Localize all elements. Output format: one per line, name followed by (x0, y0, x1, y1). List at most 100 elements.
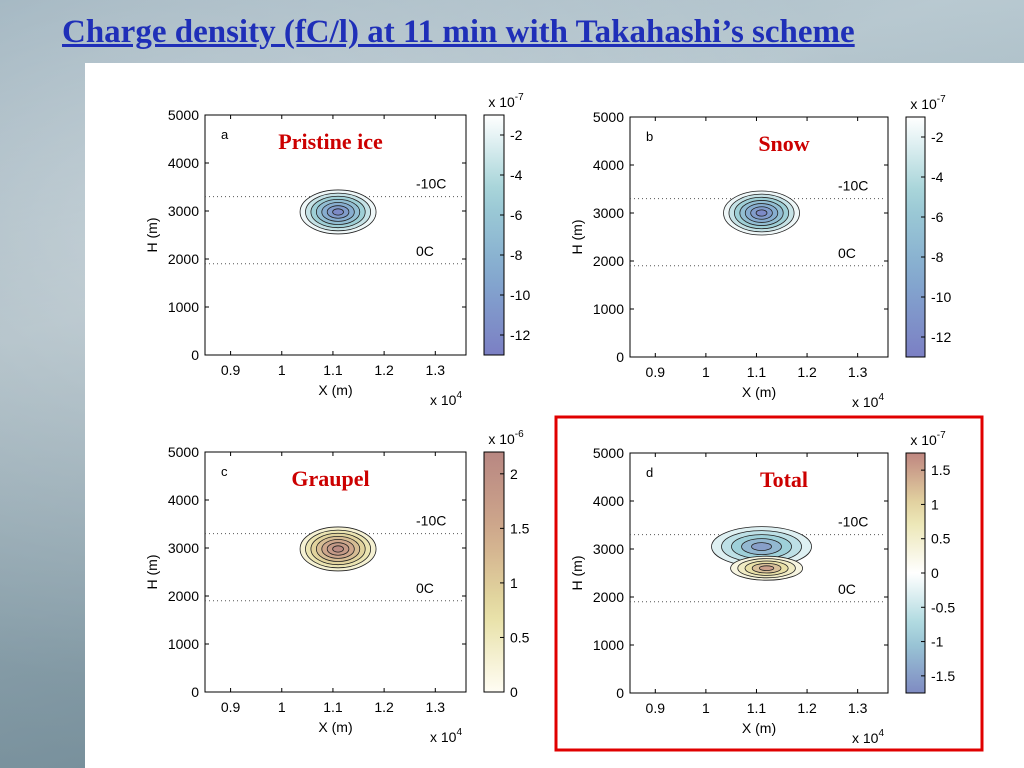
x-tick-label: 1.1 (323, 699, 343, 715)
x-tick-label: 1.3 (426, 362, 446, 378)
x-tick-label: 0.9 (646, 364, 666, 380)
colorbar-multiplier-label: x 10-7 (910, 430, 946, 448)
y-axis-label: H (m) (569, 556, 585, 591)
x-tick-label: 0.9 (221, 699, 241, 715)
isotherm-label: -10C (838, 178, 868, 194)
x-tick-label: 1.1 (747, 700, 767, 716)
axes-box-a (204, 114, 467, 356)
y-tick-label: 1000 (593, 301, 624, 317)
y-axis-label: H (m) (144, 218, 160, 253)
panel-letter: b (646, 129, 653, 144)
colorbar-tick-label: 1 (510, 575, 518, 591)
y-tick-label: 5000 (168, 444, 199, 460)
x-tick-label: 1.3 (426, 699, 446, 715)
y-tick-label: 1000 (168, 299, 199, 315)
y-tick-label: 2000 (593, 253, 624, 269)
colorbar-tick-label: -6 (931, 209, 944, 225)
x-tick-label: 1.2 (374, 362, 394, 378)
colorbar-tick-label: -2 (931, 129, 944, 145)
contour-level (751, 542, 772, 551)
colorbar-multiplier-label: x 10-6 (488, 429, 524, 447)
y-axis-label: H (m) (569, 220, 585, 255)
colorbar-tick-label: 1.5 (510, 520, 530, 536)
colorbar-tick-label: -6 (510, 207, 523, 223)
y-axis-label: H (m) (144, 555, 160, 590)
axes-box-b (629, 116, 889, 358)
colorbar-tick-label: 0 (931, 565, 939, 581)
isotherm-label: 0C (838, 581, 856, 597)
colorbar-tick-label: 1.5 (931, 462, 951, 478)
y-tick-label: 2000 (168, 588, 199, 604)
isotherm-label: 0C (838, 245, 856, 261)
species-label: Snow (758, 131, 809, 156)
colorbar-a (483, 114, 505, 356)
contour-level (755, 209, 768, 217)
y-tick-label: 0 (616, 685, 624, 701)
isotherm-label: -10C (416, 176, 446, 192)
x-axis-label: X (m) (318, 719, 352, 735)
species-label: Total (760, 467, 808, 492)
x-axis-label: X (m) (742, 384, 776, 400)
x-axis-label: X (m) (318, 382, 352, 398)
y-tick-label: 2000 (168, 251, 199, 267)
y-tick-label: 3000 (168, 203, 199, 219)
y-tick-label: 4000 (593, 493, 624, 509)
x-multiplier-label: x 104 (430, 727, 462, 745)
colorbar-tick-label: -2 (510, 127, 523, 143)
x-tick-label: 1.2 (797, 700, 817, 716)
colorbar-multiplier-label: x 10-7 (488, 92, 524, 110)
colorbar-tick-label: -0.5 (931, 599, 955, 615)
x-multiplier-label: x 104 (852, 392, 884, 410)
colorbar-tick-label: 0 (510, 684, 518, 700)
x-tick-label: 1 (702, 364, 710, 380)
panel-letter: c (221, 464, 228, 479)
x-tick-label: 1.2 (797, 364, 817, 380)
panel-letter: a (221, 127, 229, 142)
panel-letter: d (646, 465, 653, 480)
x-multiplier-label: x 104 (852, 728, 884, 746)
y-tick-label: 4000 (593, 157, 624, 173)
y-tick-label: 5000 (593, 109, 624, 125)
isotherm-label: -10C (416, 513, 446, 529)
y-tick-label: 2000 (593, 589, 624, 605)
y-tick-label: 3000 (168, 540, 199, 556)
isotherm-label: -10C (838, 514, 868, 530)
y-tick-label: 0 (191, 684, 199, 700)
colorbar-tick-label: -8 (510, 247, 523, 263)
colorbar-tick-label: -1 (931, 634, 944, 650)
y-tick-label: 5000 (168, 107, 199, 123)
y-tick-label: 1000 (593, 637, 624, 653)
colorbar-tick-label: -12 (510, 327, 530, 343)
colorbar-tick-label: -8 (931, 249, 944, 265)
y-tick-label: 3000 (593, 205, 624, 221)
axes-box-c (204, 451, 467, 693)
colorbar-c (483, 451, 505, 693)
x-tick-label: 0.9 (221, 362, 241, 378)
x-tick-label: 1.1 (323, 362, 343, 378)
x-tick-label: 1.2 (374, 699, 394, 715)
isotherm-label: 0C (416, 580, 434, 596)
y-tick-label: 5000 (593, 445, 624, 461)
contour-level (332, 545, 344, 553)
colorbar-tick-label: 2 (510, 466, 518, 482)
x-axis-label: X (m) (742, 720, 776, 736)
isotherm-label: 0C (416, 243, 434, 259)
x-multiplier-label: x 104 (430, 390, 462, 408)
slide-title: Charge density (fC/l) at 11 min with Tak… (62, 14, 855, 50)
x-tick-label: 1.3 (848, 364, 868, 380)
contour-level (758, 565, 775, 571)
y-tick-label: 1000 (168, 636, 199, 652)
y-tick-label: 0 (191, 347, 199, 363)
colorbar-tick-label: -4 (931, 169, 944, 185)
colorbar-tick-label: -10 (931, 289, 951, 305)
y-tick-label: 4000 (168, 492, 199, 508)
species-label: Pristine ice (278, 129, 383, 154)
x-tick-label: 0.9 (646, 700, 666, 716)
x-tick-label: 1.3 (848, 700, 868, 716)
colorbar-tick-label: 0.5 (931, 531, 951, 547)
colorbar-b (905, 116, 926, 358)
y-tick-label: 3000 (593, 541, 624, 557)
colorbar-multiplier-label: x 10-7 (910, 94, 946, 112)
contour-level (332, 208, 344, 216)
